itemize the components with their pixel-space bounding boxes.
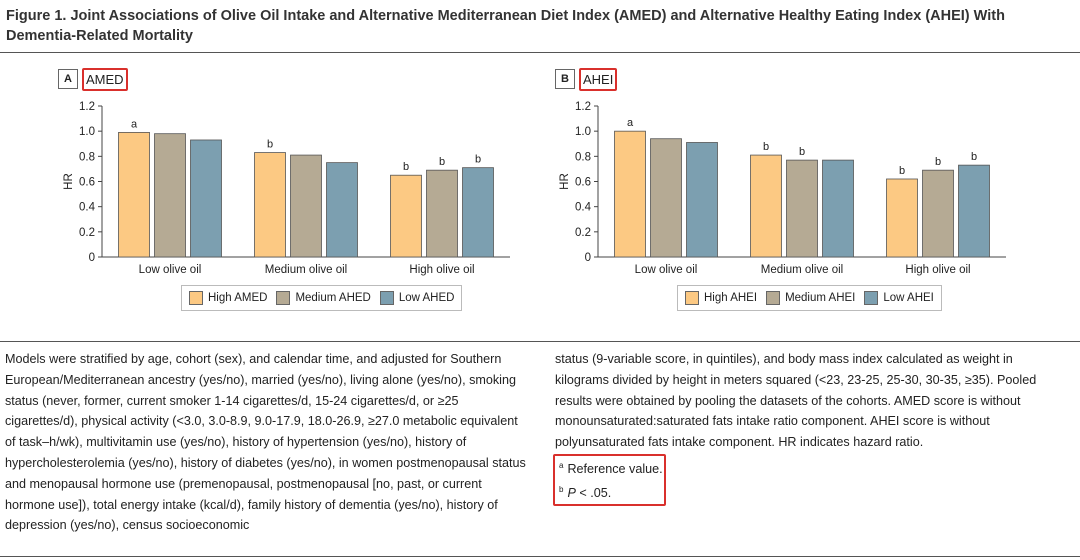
chart-a-category-label: Low olive oil — [139, 264, 202, 276]
chart-b-bar-marker: b — [899, 165, 905, 177]
chart-b-bar-marker: b — [971, 151, 977, 163]
legend-b-label-medium: Medium AHEI — [785, 292, 856, 304]
chart-b-y-tick-label: 0 — [585, 252, 591, 264]
legend-b: High AHEI Medium AHEI Low AHEI — [677, 285, 942, 311]
chart-a-svg: 0 0.2 0.4 0.6 0.8 1.0 1.2 HR a Low olive oil b Medi… — [63, 101, 510, 276]
chart-b-bar-medium — [922, 169, 954, 258]
chart-a-bar-high — [254, 152, 286, 258]
footnote-b-text: < .05. — [575, 486, 612, 501]
chart-a-y-axis-title: HR — [63, 173, 75, 190]
panel-b-label: AHEI — [579, 67, 618, 91]
notes-left-column: Models were stratified by age, cohort (s… — [5, 352, 526, 533]
legend-a-item-low: Low AHED — [379, 291, 455, 305]
figure-title: Figure 1. Joint Associations of Olive Oi… — [6, 8, 1005, 44]
chart-a-y-tick-label: 1.0 — [79, 126, 95, 138]
chart-a-bar-marker: b — [439, 156, 445, 168]
legend-b-item-low: Low AHEI — [864, 291, 934, 305]
legend-b-swatch-low — [864, 291, 879, 305]
legend-a-label-high: High AMED — [208, 292, 268, 304]
legend-b-label-high: High AHEI — [704, 292, 758, 304]
chart-a-bar-low — [462, 167, 494, 258]
chart-a-category-label: Medium olive oil — [265, 264, 347, 276]
chart-a-y-tick-label: 0.2 — [79, 227, 95, 239]
legend-a-item-medium: Medium AHED — [276, 291, 371, 305]
chart-b-bar-high — [886, 178, 918, 258]
chart-b-category-label: Medium olive oil — [761, 264, 843, 276]
footnote-a-text: Reference value. — [567, 462, 663, 477]
chart-b-bar-marker: b — [763, 141, 769, 153]
chart-b-y-tick-label: 1.0 — [575, 126, 591, 138]
chart-b-bar-marker: a — [627, 117, 634, 129]
panel-a-label: AMED — [82, 67, 128, 91]
chart-a-y-tick-label: 0 — [89, 252, 95, 264]
legend-a-swatch-medium — [276, 291, 291, 305]
panel-b: 0 0.2 0.4 0.6 0.8 1.0 1.2 HR a Low olive oil b b Med… — [497, 62, 1017, 324]
chart-b-bar-low — [822, 159, 854, 258]
chart-b-bar-marker: b — [799, 146, 805, 158]
chart-a-bar-medium — [426, 169, 458, 258]
chart-a-bar-marker: b — [475, 154, 481, 166]
chart-a-bar-marker: b — [403, 161, 409, 173]
footnote-a: a Reference value. — [559, 461, 663, 476]
chart-a-category-label: High olive oil — [409, 264, 474, 276]
chart-a-bar-low — [326, 162, 358, 258]
chart-b-y-tick-label: 0.8 — [575, 151, 591, 163]
chart-b-category-label: High olive oil — [905, 264, 970, 276]
chart-b-y-tick-label: 1.2 — [575, 101, 591, 113]
panel-a-header: A AMED — [58, 67, 128, 91]
legend-b-item-high: High AHEI — [685, 291, 757, 305]
chart-b-bar-low — [686, 142, 718, 258]
chart-b-y-tick-label: 0.6 — [575, 177, 591, 189]
chart-a-y-tick-label: 0.4 — [79, 202, 96, 214]
legend-a-swatch-high — [189, 291, 203, 305]
legend-a-item-high: High AMED — [189, 291, 267, 305]
legend-a: High AMED Medium AHED Low AHED — [181, 285, 463, 311]
chart-a-bar-low — [190, 139, 222, 258]
chart-a-bar-high — [118, 132, 150, 258]
legend-b-label-low: Low AHEI — [883, 292, 934, 304]
legend-b-item-medium: Medium AHEI — [766, 291, 855, 305]
chart-a-bar-marker: a — [131, 118, 138, 130]
legend-b-swatch-medium — [766, 291, 781, 305]
chart-a-y-tick-label: 0.6 — [79, 177, 95, 189]
chart-b-y-tick-label: 0.4 — [575, 202, 592, 214]
chart-b-category-label: Low olive oil — [635, 264, 698, 276]
footnote-b-italic: P — [567, 486, 576, 501]
legend-a-label-medium: Medium AHED — [295, 292, 371, 304]
footnote-b-mark: b — [559, 485, 564, 494]
bottom-rule — [0, 556, 1080, 557]
panel-a-letter: A — [58, 69, 78, 89]
chart-b-bar-medium — [650, 138, 682, 258]
chart-b-bar-low — [958, 164, 990, 258]
legend-a-swatch-low — [379, 291, 394, 305]
legend-b-swatch-high — [685, 291, 699, 305]
chart-a-y-tick-label: 0.8 — [79, 151, 95, 163]
chart-b-bar-high — [750, 154, 782, 258]
legend-a-label-low: Low AHED — [398, 292, 455, 304]
chart-a-bar-high — [390, 174, 422, 258]
chart-b-y-tick-label: 0.2 — [575, 227, 591, 239]
notes-right-column: status (9-variable score, in quintiles),… — [555, 352, 1037, 450]
chart-b-bar-medium — [786, 159, 818, 258]
top-rule — [0, 52, 1080, 53]
chart-b-y-axis-title: HR — [559, 173, 571, 190]
footnote-a-mark: a — [559, 461, 564, 470]
chart-a-bar-medium — [154, 133, 186, 258]
chart-b-bar-marker: b — [935, 156, 941, 168]
chart-a-y-tick-label: 1.2 — [79, 101, 95, 113]
chart-b-svg: 0 0.2 0.4 0.6 0.8 1.0 1.2 HR a Low olive oil b b Med… — [559, 101, 1006, 276]
panel-b-header: B AHEI — [555, 67, 618, 91]
chart-a-bar-marker: b — [267, 139, 273, 151]
chart-a-bar-medium — [290, 154, 322, 258]
chart-b-bar-high — [614, 130, 646, 258]
panel-a: 0 0.2 0.4 0.6 0.8 1.0 1.2 HR a Low olive oil b Medi… — [0, 62, 520, 324]
panel-b-letter: B — [555, 69, 575, 89]
middle-rule — [0, 341, 1080, 342]
